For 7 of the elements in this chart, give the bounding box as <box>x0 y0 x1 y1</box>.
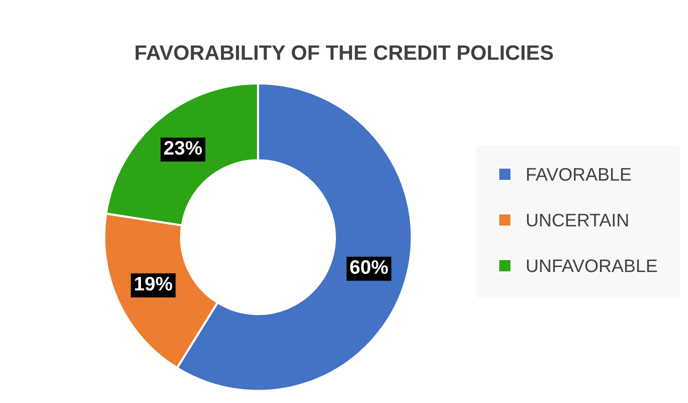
chart-title: FAVORABILITY OF THE CREDIT POLICIES <box>136 45 553 60</box>
legend-label: UNCERTAIN <box>527 214 628 226</box>
data-label: 23% <box>164 141 202 155</box>
legend-label: FAVORABLE <box>527 168 631 181</box>
legend-label: UNFAVORABLE <box>527 259 657 272</box>
data-label: 60% <box>350 260 388 274</box>
data-label: 19% <box>134 276 172 291</box>
